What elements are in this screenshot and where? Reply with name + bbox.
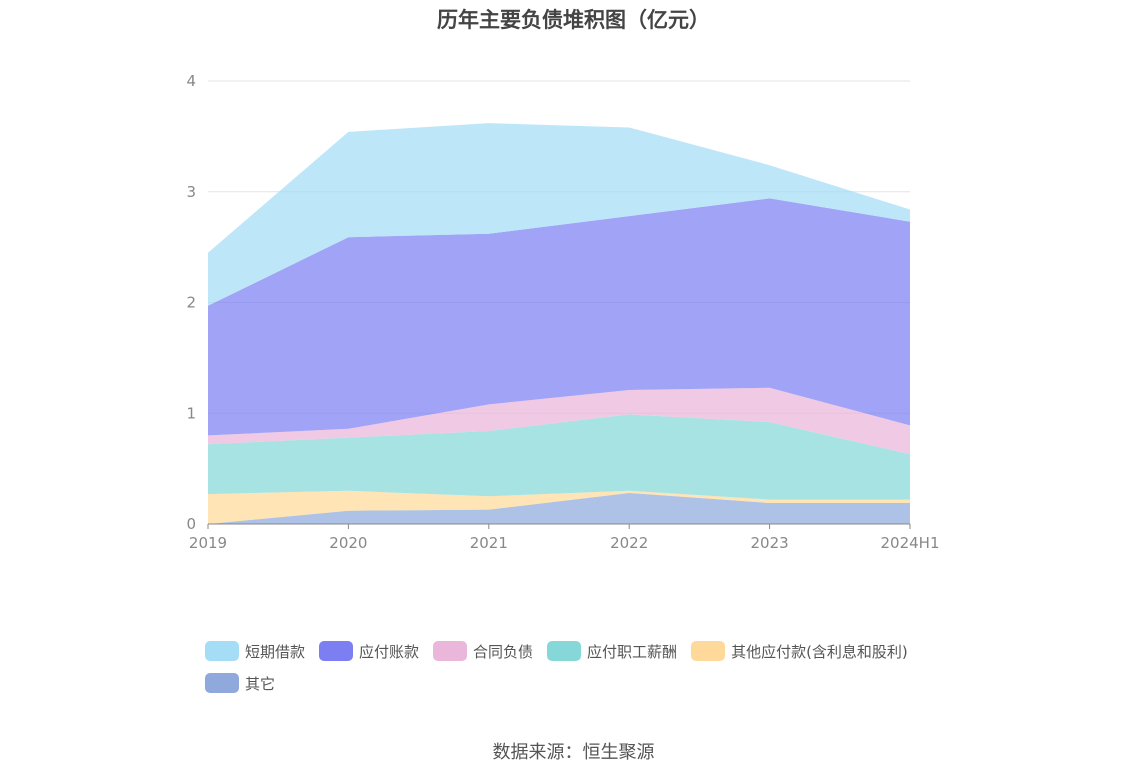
- legend-label: 短期借款: [245, 642, 306, 661]
- legend-swatch: [433, 641, 468, 661]
- legend-label: 合同负债: [473, 642, 534, 661]
- legend-swatch: [691, 641, 726, 661]
- legend-swatch: [205, 673, 239, 693]
- x-tick-label: 2024H1: [881, 534, 940, 552]
- y-tick-label: 1: [186, 404, 196, 422]
- area-series-5: [208, 123, 910, 306]
- area-series-0: [208, 493, 910, 524]
- x-tick-label: 2019: [189, 534, 227, 552]
- legend-item[interactable]: 其他应付款(含利息和股利): [691, 641, 908, 662]
- legend-label: 应付职工薪酬: [587, 642, 678, 661]
- area-series-3: [208, 387, 910, 455]
- legend-row: 其它: [205, 672, 965, 694]
- x-tick-label: 2022: [610, 534, 648, 552]
- legend-row: 短期借款 应付账款 合同负债 应付职工薪酬 其他应付款(含利息和股利): [205, 640, 965, 662]
- y-tick-label: 0: [186, 515, 196, 533]
- chart-legend: 短期借款 应付账款 合同负债 应付职工薪酬 其他应付款(含利息和股利) 其它: [205, 640, 965, 704]
- legend-item[interactable]: 应付职工薪酬: [547, 641, 677, 662]
- area-series-2: [208, 414, 910, 500]
- legend-label: 应付账款: [359, 642, 420, 661]
- legend-item[interactable]: 合同负债: [433, 641, 533, 662]
- legend-item[interactable]: 其它: [205, 673, 275, 694]
- x-tick-label: 2023: [751, 534, 789, 552]
- area-series-1: [208, 490, 910, 524]
- chart-title: 历年主要负债堆积图（亿元）: [437, 8, 710, 32]
- y-tick-label: 2: [186, 294, 196, 312]
- x-tick-label: 2021: [470, 534, 508, 552]
- legend-label: 其他应付款(含利息和股利): [731, 642, 908, 661]
- y-tick-label: 4: [186, 72, 196, 90]
- y-tick-label: 3: [186, 183, 196, 201]
- source-text: 数据来源：恒生聚源: [492, 742, 655, 763]
- legend-swatch: [547, 641, 582, 661]
- legend-item[interactable]: 应付账款: [319, 641, 419, 662]
- legend-label: 其它: [245, 674, 276, 693]
- legend-swatch: [205, 641, 239, 661]
- legend-item[interactable]: 短期借款: [205, 641, 305, 662]
- legend-swatch: [319, 641, 354, 661]
- area-series-4: [208, 198, 910, 436]
- x-tick-label: 2020: [329, 534, 367, 552]
